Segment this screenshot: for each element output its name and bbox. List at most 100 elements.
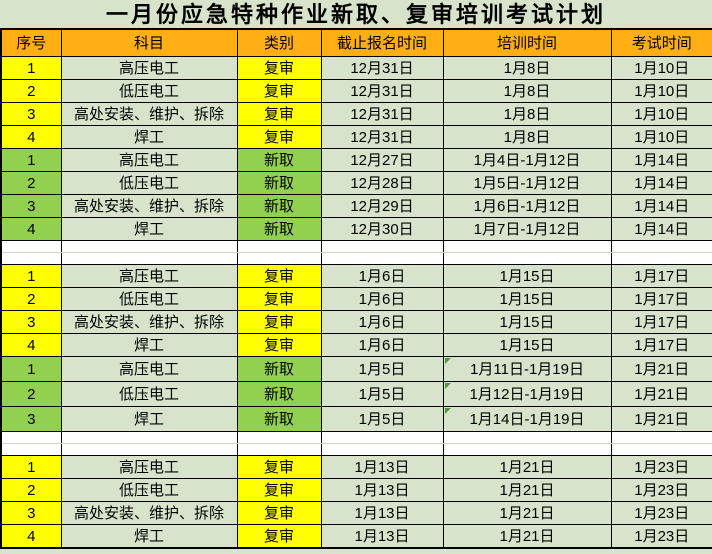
cell-no[interactable]: 1 (0, 455, 62, 479)
cell-no[interactable]: 2 (0, 381, 62, 407)
empty-cell[interactable] (60, 240, 238, 253)
empty-cell[interactable] (236, 240, 322, 253)
cell-training[interactable]: 1月8日 (442, 79, 612, 103)
cell-deadline[interactable]: 1月6日 (320, 264, 444, 288)
empty-cell[interactable] (442, 252, 612, 265)
cell-training[interactable]: 1月15日 (442, 310, 612, 334)
cell-subject[interactable]: 焊工 (60, 524, 238, 549)
cell-no[interactable]: 1 (0, 264, 62, 288)
cell-subject[interactable]: 焊工 (60, 406, 238, 432)
cell-training[interactable]: 1月7日-1月12日 (442, 217, 612, 241)
cell-subject[interactable]: 焊工 (60, 217, 238, 241)
cell-deadline[interactable]: 12月31日 (320, 102, 444, 126)
empty-cell[interactable] (0, 431, 62, 444)
cell-training[interactable]: 1月8日 (442, 56, 612, 80)
cell-deadline[interactable]: 1月13日 (320, 455, 444, 479)
cell-exam[interactable]: 1月10日 (610, 56, 712, 80)
cell-training[interactable]: 1月12日-1月19日 (442, 381, 612, 407)
cell-deadline[interactable]: 12月31日 (320, 56, 444, 80)
cell-no[interactable]: 4 (0, 524, 62, 549)
empty-cell[interactable] (236, 443, 322, 456)
empty-cell[interactable] (442, 240, 612, 253)
cell-category[interactable]: 复审 (236, 79, 322, 103)
cell-deadline[interactable]: 12月29日 (320, 194, 444, 218)
cell-no[interactable]: 1 (0, 56, 62, 80)
cell-category[interactable]: 新取 (236, 148, 322, 172)
cell-category[interactable]: 复审 (236, 125, 322, 149)
cell-exam[interactable]: 1月21日 (610, 356, 712, 382)
cell-category[interactable]: 复审 (236, 478, 322, 502)
cell-training[interactable]: 1月8日 (442, 102, 612, 126)
cell-exam[interactable]: 1月23日 (610, 524, 712, 549)
empty-cell[interactable] (320, 431, 444, 444)
empty-cell[interactable] (442, 443, 612, 456)
cell-exam[interactable]: 1月23日 (610, 455, 712, 479)
empty-cell[interactable] (610, 443, 712, 456)
cell-training[interactable]: 1月15日 (442, 333, 612, 357)
cell-subject[interactable]: 焊工 (60, 125, 238, 149)
cell-training[interactable]: 1月21日 (442, 524, 612, 549)
cell-training[interactable]: 1月4日-1月12日 (442, 148, 612, 172)
cell-category[interactable]: 新取 (236, 194, 322, 218)
empty-cell[interactable] (442, 431, 612, 444)
cell-training[interactable]: 1月11日-1月19日 (442, 356, 612, 382)
cell-no[interactable]: 3 (0, 406, 62, 432)
cell-subject[interactable]: 高压电工 (60, 455, 238, 479)
cell-exam[interactable]: 1月23日 (610, 501, 712, 525)
cell-training[interactable]: 1月6日-1月12日 (442, 194, 612, 218)
cell-deadline[interactable]: 1月13日 (320, 501, 444, 525)
cell-subject[interactable]: 低压电工 (60, 478, 238, 502)
cell-deadline[interactable]: 1月6日 (320, 333, 444, 357)
cell-subject[interactable]: 高处安装、维护、拆除 (60, 194, 238, 218)
cell-deadline[interactable]: 1月6日 (320, 287, 444, 311)
empty-cell[interactable] (0, 240, 62, 253)
empty-cell[interactable] (236, 252, 322, 265)
cell-training[interactable]: 1月15日 (442, 287, 612, 311)
empty-cell[interactable] (320, 240, 444, 253)
cell-training[interactable]: 1月21日 (442, 478, 612, 502)
cell-subject[interactable]: 高处安装、维护、拆除 (60, 501, 238, 525)
cell-exam[interactable]: 1月10日 (610, 125, 712, 149)
cell-subject[interactable]: 低压电工 (60, 171, 238, 195)
cell-subject[interactable]: 低压电工 (60, 79, 238, 103)
cell-no[interactable]: 2 (0, 287, 62, 311)
cell-category[interactable]: 复审 (236, 56, 322, 80)
cell-deadline[interactable]: 1月5日 (320, 356, 444, 382)
cell-category[interactable]: 新取 (236, 381, 322, 407)
cell-no[interactable]: 2 (0, 171, 62, 195)
cell-no[interactable]: 2 (0, 478, 62, 502)
cell-exam[interactable]: 1月14日 (610, 171, 712, 195)
cell-training[interactable]: 1月21日 (442, 455, 612, 479)
empty-cell[interactable] (610, 240, 712, 253)
cell-category[interactable]: 新取 (236, 406, 322, 432)
cell-exam[interactable]: 1月21日 (610, 381, 712, 407)
empty-cell[interactable] (320, 443, 444, 456)
cell-deadline[interactable]: 12月27日 (320, 148, 444, 172)
cell-training[interactable]: 1月5日-1月12日 (442, 171, 612, 195)
cell-exam[interactable]: 1月17日 (610, 333, 712, 357)
cell-no[interactable]: 3 (0, 102, 62, 126)
cell-no[interactable]: 3 (0, 194, 62, 218)
empty-cell[interactable] (60, 443, 238, 456)
cell-exam[interactable]: 1月21日 (610, 406, 712, 432)
cell-exam[interactable]: 1月10日 (610, 102, 712, 126)
cell-subject[interactable]: 高压电工 (60, 264, 238, 288)
cell-no[interactable]: 4 (0, 333, 62, 357)
cell-category[interactable]: 复审 (236, 287, 322, 311)
cell-deadline[interactable]: 1月13日 (320, 478, 444, 502)
empty-cell[interactable] (236, 431, 322, 444)
cell-category[interactable]: 复审 (236, 524, 322, 549)
cell-no[interactable]: 3 (0, 310, 62, 334)
cell-exam[interactable]: 1月23日 (610, 478, 712, 502)
cell-category[interactable]: 复审 (236, 501, 322, 525)
cell-subject[interactable]: 焊工 (60, 333, 238, 357)
cell-category[interactable]: 新取 (236, 356, 322, 382)
cell-subject[interactable]: 低压电工 (60, 381, 238, 407)
cell-deadline[interactable]: 12月30日 (320, 217, 444, 241)
cell-no[interactable]: 2 (0, 79, 62, 103)
cell-subject[interactable]: 高处安装、维护、拆除 (60, 310, 238, 334)
cell-exam[interactable]: 1月17日 (610, 287, 712, 311)
cell-deadline[interactable]: 1月5日 (320, 406, 444, 432)
cell-exam[interactable]: 1月10日 (610, 79, 712, 103)
cell-category[interactable]: 复审 (236, 333, 322, 357)
